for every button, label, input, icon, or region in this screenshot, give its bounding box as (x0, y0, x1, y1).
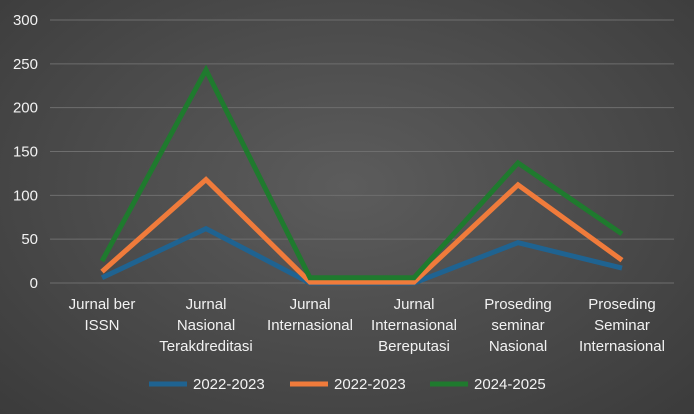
x-category-line: Jurnal (394, 296, 435, 313)
y-tick-label: 200 (13, 100, 38, 117)
series-line-2 (100, 176, 624, 285)
legend-label: 2022-2023 (334, 376, 406, 393)
x-category-label: Jurnal ber ISSN (69, 296, 136, 334)
x-category-label: Jurnal Internasional (267, 296, 353, 334)
y-tick-label: 0 (30, 275, 38, 292)
y-tick-label: 250 (13, 56, 38, 73)
series-line-1 (100, 225, 623, 286)
x-category-label: Jurnal Internasional Bereputasi (371, 296, 457, 355)
x-category-line: Internasional (579, 338, 665, 355)
x-category-line: Seminar (594, 317, 650, 334)
x-category-line: Nasional (177, 317, 235, 334)
y-tick-label: 50 (21, 231, 38, 248)
y-tick-label: 300 (13, 12, 38, 29)
y-tick-label: 100 (13, 187, 38, 204)
legend-label: 2022-2023 (193, 376, 265, 393)
legend: 2022-2023 2022-2023 2024-2025 (149, 376, 546, 393)
x-category-label: Proseding Seminar Internasional (579, 296, 665, 355)
x-category-line: Jurnal ber (69, 296, 136, 313)
x-category-line: Internasional (371, 317, 457, 334)
x-category-line: Jurnal (186, 296, 227, 313)
x-category-line: seminar (491, 317, 544, 334)
series-lines (99, 64, 624, 286)
y-tick-label: 150 (13, 144, 38, 161)
x-category-label: Proseding seminar Nasional (484, 296, 552, 355)
x-category-line: Internasional (267, 317, 353, 334)
x-axis-categories: Jurnal ber ISSN Jurnal Nasional Terakdredita… (69, 296, 665, 355)
x-category-line: ISSN (84, 317, 119, 334)
series-line-3 (99, 64, 624, 281)
legend-label: 2024-2025 (474, 376, 546, 393)
x-category-line: Terakdreditasi (159, 338, 252, 355)
gridlines (50, 19, 674, 284)
x-category-line: Jurnal (290, 296, 331, 313)
x-category-label: Jurnal Nasional Terakdreditasi (159, 296, 252, 355)
y-axis-ticks: 0 50 100 150 200 250 300 (13, 12, 38, 292)
x-category-line: Bereputasi (378, 338, 450, 355)
x-category-line: Proseding (588, 296, 656, 313)
x-category-line: Proseding (484, 296, 552, 313)
x-category-line: Nasional (489, 338, 547, 355)
